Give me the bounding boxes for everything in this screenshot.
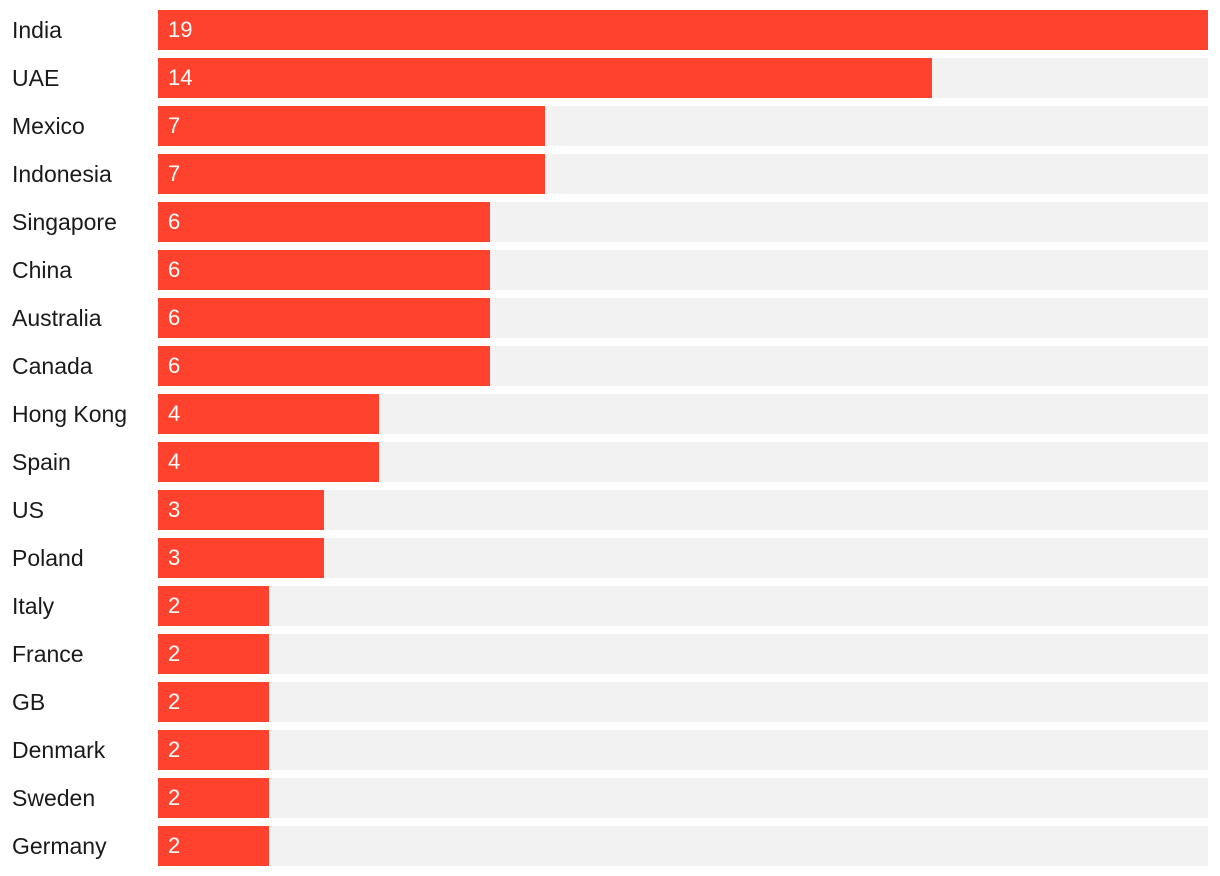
bar-track: 6 <box>158 298 1208 338</box>
bar: 3 <box>158 538 324 578</box>
bar: 19 <box>158 10 1208 50</box>
value-label: 2 <box>168 641 181 666</box>
category-label: Indonesia <box>12 161 112 187</box>
category-label: Sweden <box>12 785 96 811</box>
value-label: 6 <box>168 209 181 234</box>
bar: 7 <box>158 106 545 146</box>
category-label: UAE <box>12 65 60 91</box>
bar: 6 <box>158 250 490 290</box>
category-label: Denmark <box>12 737 106 763</box>
value-label: 6 <box>168 353 181 378</box>
category-label: Australia <box>12 305 102 331</box>
bar: 6 <box>158 202 490 242</box>
bar-row: Indonesia 7 <box>0 154 1220 194</box>
bar-track: 2 <box>158 634 1208 674</box>
bar: 2 <box>158 586 269 626</box>
category-label: Mexico <box>12 113 85 139</box>
category-label: India <box>12 17 62 43</box>
value-label: 7 <box>168 161 181 186</box>
bar: 2 <box>158 778 269 818</box>
bar: 6 <box>158 298 490 338</box>
bar-track: 6 <box>158 202 1208 242</box>
bar: 2 <box>158 634 269 674</box>
bar-row: Singapore 6 <box>0 202 1220 242</box>
bar-track: 2 <box>158 826 1208 866</box>
bar-track: 2 <box>158 586 1208 626</box>
bar: 2 <box>158 730 269 770</box>
value-label: 4 <box>168 449 181 474</box>
bar-track: 14 <box>158 58 1208 98</box>
value-label: 7 <box>168 113 181 138</box>
bar: 4 <box>158 394 380 434</box>
category-label: Singapore <box>12 209 117 235</box>
bar-row: Denmark 2 <box>0 730 1220 770</box>
bar: 7 <box>158 154 545 194</box>
value-label: 2 <box>168 737 181 762</box>
bar-track: 2 <box>158 682 1208 722</box>
value-label: 2 <box>168 833 181 858</box>
bar: 14 <box>158 58 932 98</box>
value-label: 2 <box>168 785 181 810</box>
bar-track: 4 <box>158 442 1208 482</box>
category-label: Canada <box>12 353 93 379</box>
bar-row: UAE 14 <box>0 58 1220 98</box>
value-label: 3 <box>168 497 181 522</box>
bar-track: 19 <box>158 10 1208 50</box>
bar-row: Mexico 7 <box>0 106 1220 146</box>
bar-track: 6 <box>158 346 1208 386</box>
value-label: 19 <box>168 17 193 42</box>
category-label: GB <box>12 689 46 715</box>
category-label: Poland <box>12 545 84 571</box>
value-label: 2 <box>168 689 181 714</box>
bar-row: Germany 2 <box>0 826 1220 866</box>
category-label: Spain <box>12 449 71 475</box>
bar-row: Australia 6 <box>0 298 1220 338</box>
bar-row: US 3 <box>0 490 1220 530</box>
value-label: 6 <box>168 257 181 282</box>
category-label: China <box>12 257 73 283</box>
category-label: Italy <box>12 593 55 619</box>
bar-row: Spain 4 <box>0 442 1220 482</box>
bar: 3 <box>158 490 324 530</box>
bar-track: 2 <box>158 778 1208 818</box>
bar-row: Italy 2 <box>0 586 1220 626</box>
bar-track: 7 <box>158 106 1208 146</box>
category-label: US <box>12 497 44 523</box>
bar-row: India 19 <box>0 10 1220 50</box>
category-label: Hong Kong <box>12 401 128 427</box>
bar-row: Canada 6 <box>0 346 1220 386</box>
bar-row: Poland 3 <box>0 538 1220 578</box>
bar-row: Sweden 2 <box>0 778 1220 818</box>
bar-row: GB 2 <box>0 682 1220 722</box>
category-label: Germany <box>12 833 107 859</box>
bar-row: China 6 <box>0 250 1220 290</box>
bar-track: 6 <box>158 250 1208 290</box>
bar-track: 2 <box>158 730 1208 770</box>
category-label: France <box>12 641 84 667</box>
bar: 2 <box>158 826 269 866</box>
value-label: 14 <box>168 65 193 90</box>
bar: 6 <box>158 346 490 386</box>
value-label: 6 <box>168 305 181 330</box>
bar-track: 3 <box>158 490 1208 530</box>
value-label: 4 <box>168 401 181 426</box>
bar-track: 7 <box>158 154 1208 194</box>
bar: 4 <box>158 442 380 482</box>
bar: 2 <box>158 682 269 722</box>
bar-row: France 2 <box>0 634 1220 674</box>
bar-track: 4 <box>158 394 1208 434</box>
value-label: 2 <box>168 593 181 618</box>
bar-row: Hong Kong 4 <box>0 394 1220 434</box>
bar-track: 3 <box>158 538 1208 578</box>
value-label: 3 <box>168 545 181 570</box>
